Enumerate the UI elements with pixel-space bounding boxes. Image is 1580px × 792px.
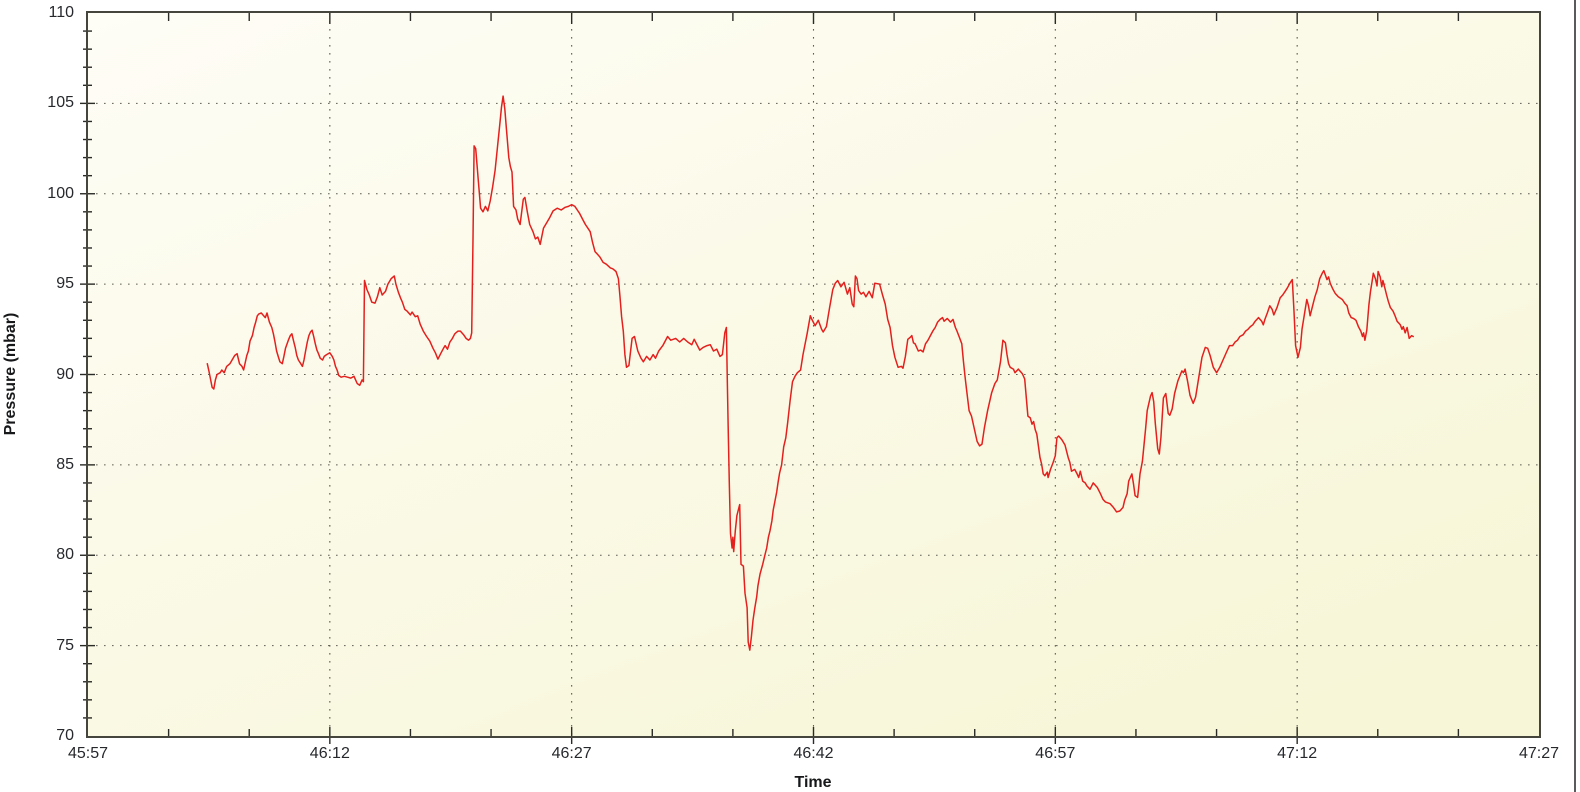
y-tick-label: 70 [56,727,74,744]
y-axis-title: Pressure (mbar) [2,312,19,435]
y-tick-label: 75 [56,636,74,654]
y-tick-label: 105 [47,94,74,112]
y-tick-label: 100 [47,184,74,202]
x-axis-title: Time [794,774,832,791]
x-tick-label: 47:27 [1518,745,1560,762]
gridlines [88,13,1539,736]
y-tick-label: 95 [56,275,74,293]
y-tick-label: 90 [56,365,74,383]
plot-frame [86,11,1541,738]
x-tick-label: 46:42 [793,745,834,762]
y-tick-label: 85 [56,455,74,473]
x-tick-label: 46:12 [309,745,350,762]
y-tick-label: 110 [48,4,74,21]
y-tick-label: 80 [56,546,74,564]
x-tick-label: 45:57 [67,745,109,762]
pressure-series-line [206,95,1414,651]
x-tick-label: 47:12 [1277,745,1318,762]
x-tick-label: 46:27 [551,745,592,762]
x-tick-label: 46:57 [1035,745,1076,762]
